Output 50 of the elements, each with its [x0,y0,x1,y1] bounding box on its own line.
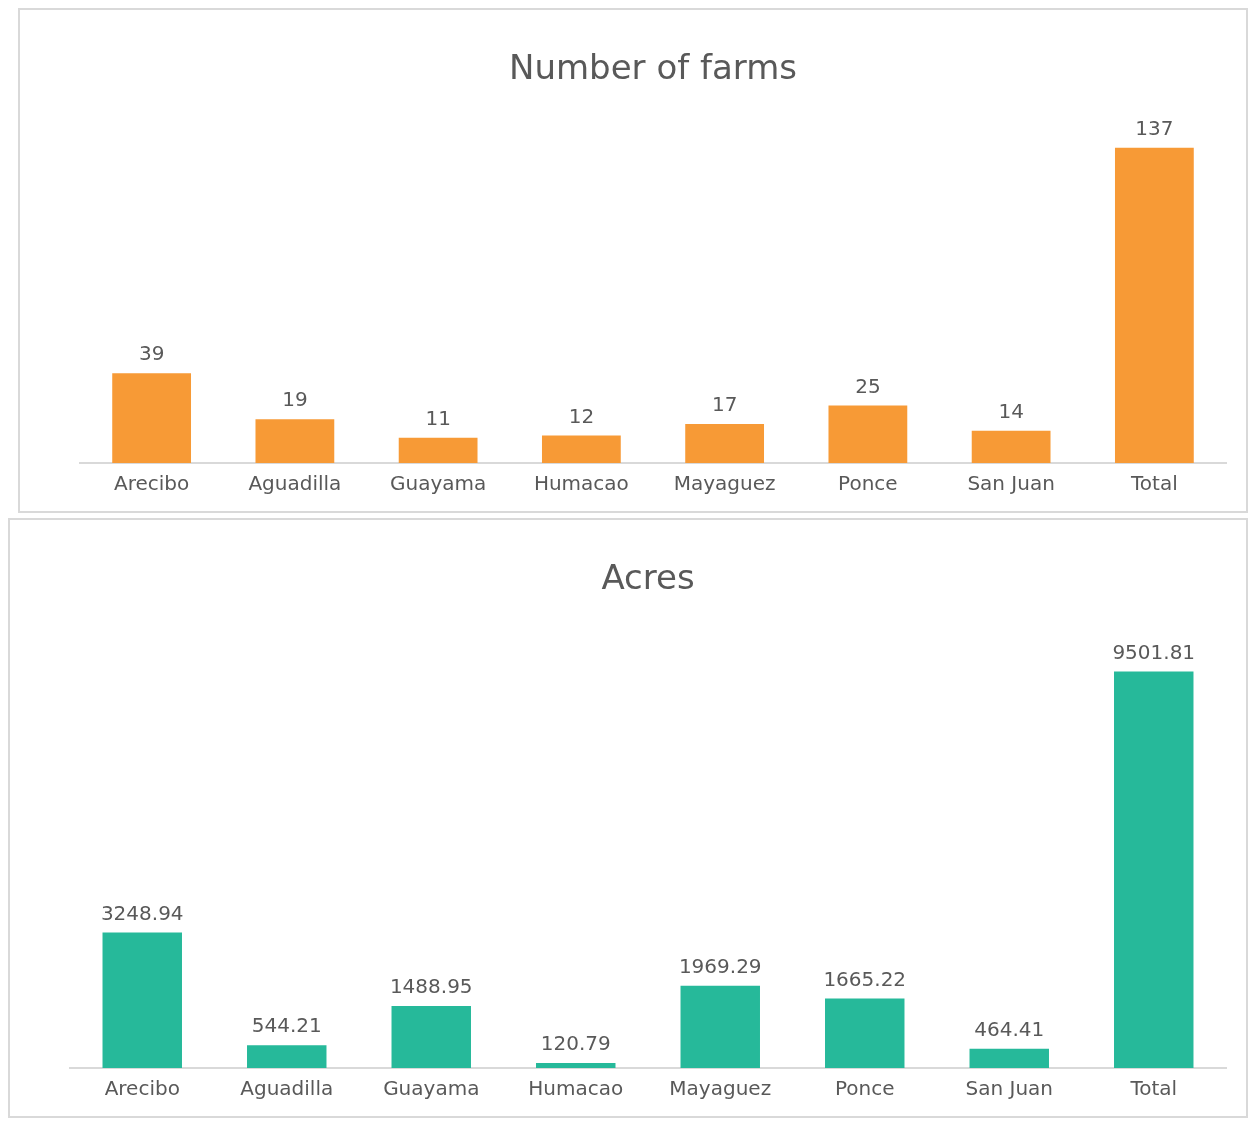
data-label: 544.21 [251,1013,322,1038]
bar [247,1045,327,1068]
data-label: 464.41 [974,1016,1045,1041]
bar [685,423,765,463]
bar [1114,147,1194,463]
x-tick-label: Arecibo [104,1076,180,1101]
data-label: 25 [855,373,881,398]
bar [971,430,1051,463]
x-tick-label: Total [1130,471,1178,496]
data-label: 137 [1135,115,1174,140]
data-label: 9501.81 [1112,639,1196,664]
bar [828,405,908,463]
x-tick-label: Aguadilla [240,1076,334,1101]
bar [398,437,478,463]
bar [391,1005,471,1068]
x-tick-label: Mayaguez [669,1076,772,1101]
data-label: 120.79 [540,1031,611,1056]
data-label: 17 [711,392,738,417]
data-label: 1665.22 [823,966,907,991]
x-tick-label: Guayama [383,1076,480,1101]
x-tick-label: Humacao [533,471,629,496]
bar [541,435,621,463]
data-label: 1488.95 [389,974,473,999]
bar [112,373,192,463]
x-tick-label: Humacao [528,1076,624,1101]
bar [825,998,905,1068]
chart-title: Number of farms [509,47,797,88]
data-label: 11 [425,405,451,430]
x-tick-label: Mayaguez [673,471,776,496]
data-label: 19 [282,387,308,412]
data-label: 3248.94 [100,900,184,925]
data-label: 14 [998,398,1024,423]
x-tick-label: Aguadilla [248,471,342,496]
data-label: 39 [138,341,165,366]
x-tick-label: San Juan [965,1076,1053,1101]
bar [680,985,760,1068]
chart-title: Acres [601,557,695,598]
bar [969,1048,1049,1068]
bar [1114,671,1194,1068]
x-tick-label: Total [1129,1076,1178,1101]
x-tick-label: San Juan [967,471,1055,496]
x-tick-label: Ponce [834,1076,895,1101]
x-tick-label: Arecibo [113,471,190,496]
bar [536,1062,616,1068]
x-tick-label: Ponce [838,471,898,496]
bar [255,419,335,463]
bar [102,932,182,1068]
data-label: 12 [568,403,595,428]
data-label: 1969.29 [678,954,762,979]
x-tick-label: Guayama [389,471,487,496]
